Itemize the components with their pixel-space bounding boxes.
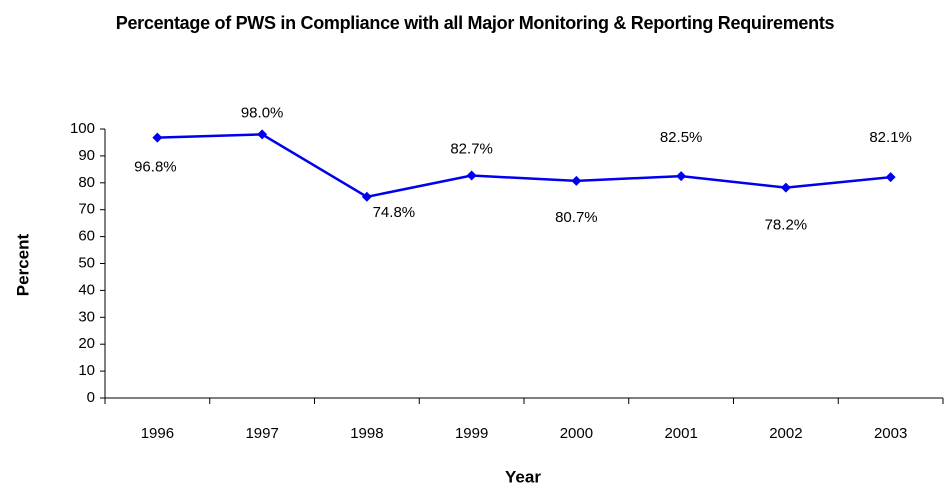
data-label: 74.8%	[373, 204, 416, 221]
data-point	[676, 171, 687, 182]
data-point	[152, 132, 163, 143]
y-tick-label: 40	[78, 281, 95, 298]
y-tick-label: 90	[78, 147, 95, 164]
data-label: 96.8%	[134, 159, 177, 176]
x-axis-label: Year	[505, 467, 541, 486]
y-tick-label: 70	[78, 201, 95, 218]
data-point	[571, 175, 582, 186]
y-tick-label: 60	[78, 228, 95, 245]
data-label: 82.5%	[660, 129, 703, 146]
data-label: 98.0%	[241, 104, 284, 121]
data-point	[257, 129, 268, 140]
y-axis-label: Percent	[13, 233, 32, 296]
data-label: 82.7%	[450, 141, 493, 158]
x-tick-label: 2000	[560, 425, 593, 442]
x-tick-label: 2002	[769, 425, 802, 442]
x-tick-label: 1996	[141, 425, 174, 442]
x-tick-label: 1999	[455, 425, 488, 442]
data-point	[780, 182, 791, 193]
y-tick-label: 0	[87, 389, 95, 406]
y-tick-label: 10	[78, 362, 95, 379]
data-label: 82.1%	[869, 129, 912, 146]
x-tick-label: 1997	[245, 425, 278, 442]
x-tick-label: 2001	[664, 425, 697, 442]
y-tick-label: 20	[78, 335, 95, 352]
data-point	[466, 170, 477, 181]
y-tick-label: 80	[78, 174, 95, 191]
data-point	[361, 191, 372, 202]
y-tick-label: 50	[78, 254, 95, 271]
y-tick-label: 100	[70, 120, 95, 137]
x-tick-label: 2003	[874, 425, 907, 442]
x-tick-label: 1998	[350, 425, 383, 442]
chart-title: Percentage of PWS in Compliance with all…	[115, 13, 835, 33]
data-label: 80.7%	[555, 209, 598, 226]
y-tick-label: 30	[78, 308, 95, 325]
data-point	[885, 172, 896, 183]
data-line	[157, 133, 891, 199]
data-label: 78.2%	[765, 217, 808, 234]
